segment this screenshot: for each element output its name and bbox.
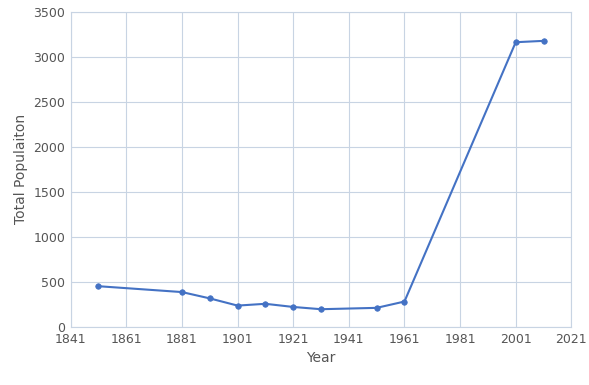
X-axis label: Year: Year bbox=[306, 352, 336, 365]
Y-axis label: Total Populaiton: Total Populaiton bbox=[14, 114, 28, 224]
